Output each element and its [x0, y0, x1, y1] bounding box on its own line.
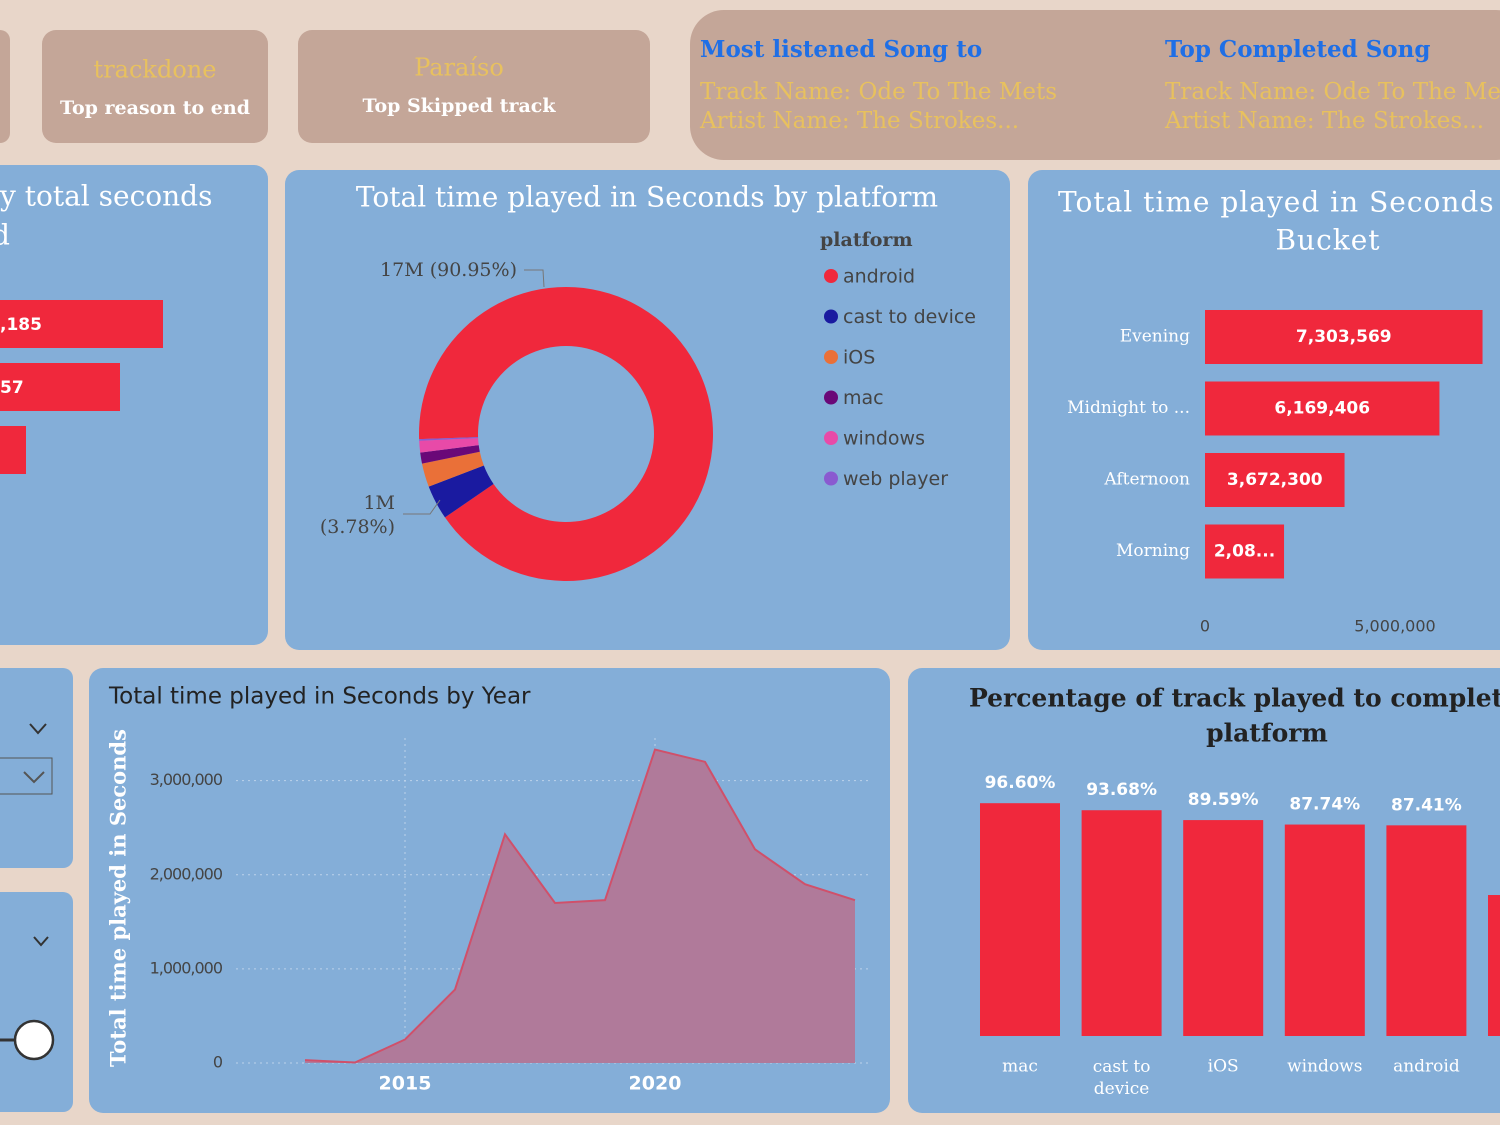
- kpi-card: [42, 30, 268, 143]
- donut-slice: [428, 465, 494, 518]
- song-track: Track Name: Ode To The Met: [1165, 79, 1500, 105]
- card-subtitle: Top reason to end: [60, 97, 250, 119]
- song-panel: [690, 10, 1500, 160]
- data-label: 87.74%: [1289, 795, 1360, 815]
- x-tick-label: 0: [1200, 617, 1210, 636]
- bar: [0, 363, 120, 411]
- bar: [0, 426, 26, 474]
- y-tick-label: Morning: [1116, 541, 1190, 561]
- donut-slice: [422, 451, 484, 487]
- data-label: 7,303,569: [1296, 327, 1392, 347]
- bar: [1205, 381, 1440, 436]
- area: [305, 749, 855, 1063]
- y-tick-label: 2,000,000: [150, 864, 223, 883]
- donut-slice: [419, 287, 713, 581]
- bar: [1488, 895, 1500, 1036]
- data-label: 17M (90.95%): [380, 259, 517, 281]
- x-tick-label: windows: [1287, 1057, 1362, 1077]
- chart-title: Percentage of track played to completio: [969, 684, 1500, 713]
- song-artist: Artist Name: The Strokes...: [1164, 108, 1484, 134]
- y-tick-label: 0: [213, 1053, 223, 1072]
- bar-label: 57: [0, 378, 24, 398]
- chart-title: d: [0, 219, 10, 252]
- line: [304, 748, 856, 1064]
- legend-swatch: [824, 309, 838, 324]
- x-tick-label: cast to device: [1093, 1057, 1151, 1099]
- y-tick-label: Evening: [1120, 327, 1190, 347]
- bar-label: ,185: [0, 315, 42, 335]
- chart-title: platform: [1206, 719, 1328, 748]
- chart-title: Total time played in Seconds by platform: [356, 181, 938, 214]
- slider-handle[interactable]: [13, 1019, 55, 1061]
- bar: [1386, 825, 1467, 1036]
- chart-title: y total seconds: [0, 180, 212, 213]
- x-tick-label: 2015: [379, 1073, 432, 1095]
- song-track: Track Name: Ode To The Mets: [700, 79, 1057, 105]
- leader-line: [524, 269, 545, 288]
- legend-swatch: [824, 269, 838, 283]
- legend-swatch: [824, 471, 838, 486]
- donut-slice: [419, 437, 479, 441]
- bar: [1081, 810, 1162, 1036]
- data-label: 6,169,406: [1274, 399, 1370, 419]
- y-axis-label: Total time played in Seconds: [106, 729, 131, 1067]
- card-subtitle: Top Skipped track: [362, 95, 556, 117]
- slicer-panel: [0, 668, 73, 868]
- chevron[interactable]: [29, 723, 47, 735]
- card-title: trackdone: [94, 56, 217, 84]
- legend-label: web player: [843, 468, 948, 490]
- legend-label: android: [843, 266, 915, 288]
- data-label: 3,672,300: [1227, 470, 1323, 490]
- donut-slice: [420, 445, 480, 464]
- data-label: 1M (3.78%): [320, 492, 395, 538]
- leader-line: [403, 499, 441, 515]
- data-label: 87.41%: [1391, 795, 1462, 815]
- y-tick-label: 3,000,000: [150, 770, 223, 789]
- bar: [1183, 820, 1264, 1036]
- bar: [1205, 310, 1483, 364]
- data-label: 2,08...: [1214, 542, 1275, 562]
- y-tick-label: Midnight to ...: [1067, 398, 1190, 418]
- legend-swatch: [824, 431, 838, 445]
- x-tick-label: 2020: [629, 1073, 682, 1095]
- chart-title: Total time played in Seconds by Year: [108, 684, 531, 710]
- legend-label: cast to device: [843, 306, 976, 328]
- x-tick-label: mac: [1002, 1057, 1038, 1077]
- data-label: 96.60%: [985, 773, 1056, 793]
- chevron[interactable]: [23, 771, 45, 784]
- chart-panel: [0, 165, 268, 645]
- chevron[interactable]: [33, 936, 49, 947]
- card-edge: [0, 30, 10, 143]
- x-tick-label: iOS: [1208, 1057, 1239, 1077]
- bar: [980, 803, 1060, 1036]
- x-tick-label: 5,000,000: [1354, 617, 1435, 636]
- data-label: 93.68%: [1086, 780, 1157, 800]
- x-tick-label: android: [1393, 1057, 1460, 1077]
- legend-label: windows: [843, 428, 925, 450]
- y-tick-label: 1,000,000: [150, 958, 223, 977]
- legend-label: mac: [843, 387, 884, 409]
- dropdown[interactable]: [0, 757, 53, 795]
- song-heading: Top Completed Song: [1165, 36, 1430, 63]
- song-heading: Most listened Song to: [700, 36, 982, 63]
- legend-label: iOS: [843, 347, 875, 369]
- chart-title: Bucket: [1275, 224, 1380, 257]
- legend-title: platform: [820, 229, 913, 251]
- y-tick-label: Afternoon: [1103, 470, 1190, 490]
- bar: [1284, 824, 1365, 1036]
- kpi-card: [298, 30, 650, 143]
- data-label: 89.59%: [1188, 790, 1259, 810]
- bar: [1205, 524, 1285, 579]
- slicer-panel: [0, 892, 73, 1112]
- legend-swatch: [824, 350, 838, 364]
- chart-title: Total time played in Seconds b: [1058, 186, 1500, 219]
- donut-slice: [419, 438, 479, 453]
- card-title: Paraíso: [414, 54, 504, 82]
- bar: [0, 300, 163, 348]
- legend-swatch: [824, 390, 838, 405]
- song-artist: Artist Name: The Strokes...: [699, 108, 1019, 134]
- bar: [1205, 453, 1345, 507]
